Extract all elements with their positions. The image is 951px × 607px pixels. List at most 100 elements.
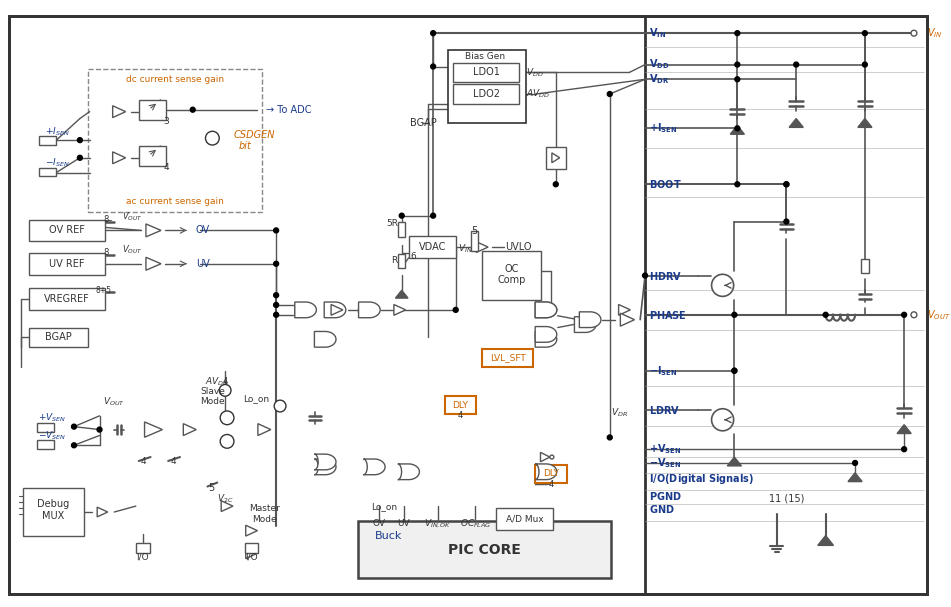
Text: I/O: I/O [136,552,149,561]
Polygon shape [295,302,317,317]
Bar [29,328,87,347]
Circle shape [77,138,83,143]
Text: 6: 6 [411,253,417,262]
Circle shape [735,77,740,82]
Text: → To ADC: → To ADC [266,104,312,115]
Text: OV: OV [196,225,210,236]
Text: $\mathbf{+V_{SEN}}$: $\mathbf{+V_{SEN}}$ [649,443,682,456]
Text: OC: OC [504,263,519,274]
Circle shape [902,313,906,317]
Circle shape [205,131,220,145]
Text: $\mathbf{V_{DR}}$: $\mathbf{V_{DR}}$ [649,72,670,86]
Text: 4: 4 [549,480,553,489]
Circle shape [784,219,788,224]
Polygon shape [552,153,560,163]
Text: Slave
Mode: Slave Mode [200,387,224,406]
Polygon shape [245,525,258,536]
Circle shape [853,461,858,466]
Text: MUX: MUX [42,511,65,521]
Text: $\mathbf{-V_{SEN}}$: $\mathbf{-V_{SEN}}$ [649,456,682,470]
Text: dc current sense gain: dc current sense gain [126,75,224,84]
Text: 8: 8 [104,248,109,257]
Circle shape [71,443,76,448]
Text: 5R: 5R [386,219,398,228]
Circle shape [71,424,76,429]
Circle shape [608,435,612,440]
Text: OV: OV [373,520,386,528]
Polygon shape [396,290,408,298]
Text: Lo_on: Lo_on [371,501,398,510]
Polygon shape [398,464,419,480]
Text: VREGREF: VREGREF [45,294,90,304]
Circle shape [735,126,740,131]
Polygon shape [579,312,601,328]
Text: $V_{OUT}$: $V_{OUT}$ [926,308,950,322]
Circle shape [732,368,737,373]
Circle shape [911,312,917,317]
Text: CSDGEN: CSDGEN [234,131,276,140]
Text: $V_{IN}$: $V_{IN}$ [926,26,942,40]
Text: $\mathbf{BOOT}$: $\mathbf{BOOT}$ [649,178,682,190]
Text: LDO2: LDO2 [473,89,499,99]
Text: 11 (15): 11 (15) [768,493,804,503]
Bar [358,521,611,578]
Circle shape [221,411,234,425]
Circle shape [911,30,917,36]
Text: $V_{DR}$: $V_{DR}$ [611,407,628,419]
Polygon shape [620,313,634,326]
Text: 8+5: 8+5 [95,286,111,295]
Text: $V_{2C}$: $V_{2C}$ [217,492,233,504]
Bar [29,253,106,274]
Polygon shape [818,535,833,545]
Polygon shape [848,473,863,481]
Text: $AV_{DD}$: $AV_{DD}$ [205,375,229,388]
Text: $\mathbf{+I_{SEN}}$: $\mathbf{+I_{SEN}}$ [649,121,677,135]
Polygon shape [394,305,406,315]
Polygon shape [146,257,161,270]
Bar [482,349,534,367]
Polygon shape [789,118,804,127]
Text: 3: 3 [164,117,169,126]
Text: 5: 5 [472,226,477,236]
Circle shape [902,447,906,452]
Text: $\mathbf{GND}$: $\mathbf{GND}$ [649,503,674,515]
Circle shape [220,384,231,396]
Circle shape [608,92,612,97]
Bar [471,231,477,251]
Text: UV: UV [398,520,410,528]
Polygon shape [324,302,346,317]
Bar [445,396,476,414]
Text: ac current sense gain: ac current sense gain [126,197,224,206]
Bar [37,422,54,432]
Bar [448,50,526,123]
Text: $V_{OUT}$: $V_{OUT}$ [122,244,143,256]
Polygon shape [540,452,550,462]
Polygon shape [476,242,488,253]
Bar [453,63,519,82]
Circle shape [221,435,234,448]
Circle shape [274,302,279,307]
Text: Buck: Buck [376,531,402,541]
Bar [398,222,405,237]
Text: UV: UV [196,259,209,269]
Text: $V_{DD}$: $V_{DD}$ [526,66,544,79]
Circle shape [732,368,737,373]
Text: VDAC: VDAC [418,242,446,252]
Polygon shape [112,152,126,164]
Circle shape [863,62,867,67]
Text: 5: 5 [208,483,215,493]
Text: UV REF: UV REF [49,259,85,269]
Bar [546,147,566,169]
Text: Comp: Comp [497,276,526,285]
Text: $\mathbf{PHASE}$: $\mathbf{PHASE}$ [649,309,687,320]
Circle shape [784,182,788,187]
Circle shape [824,313,828,317]
Polygon shape [145,422,163,437]
Bar [409,236,456,258]
Circle shape [431,64,436,69]
Circle shape [794,62,799,67]
Polygon shape [535,469,556,484]
Polygon shape [97,507,107,517]
Polygon shape [295,305,306,315]
Circle shape [431,31,436,36]
